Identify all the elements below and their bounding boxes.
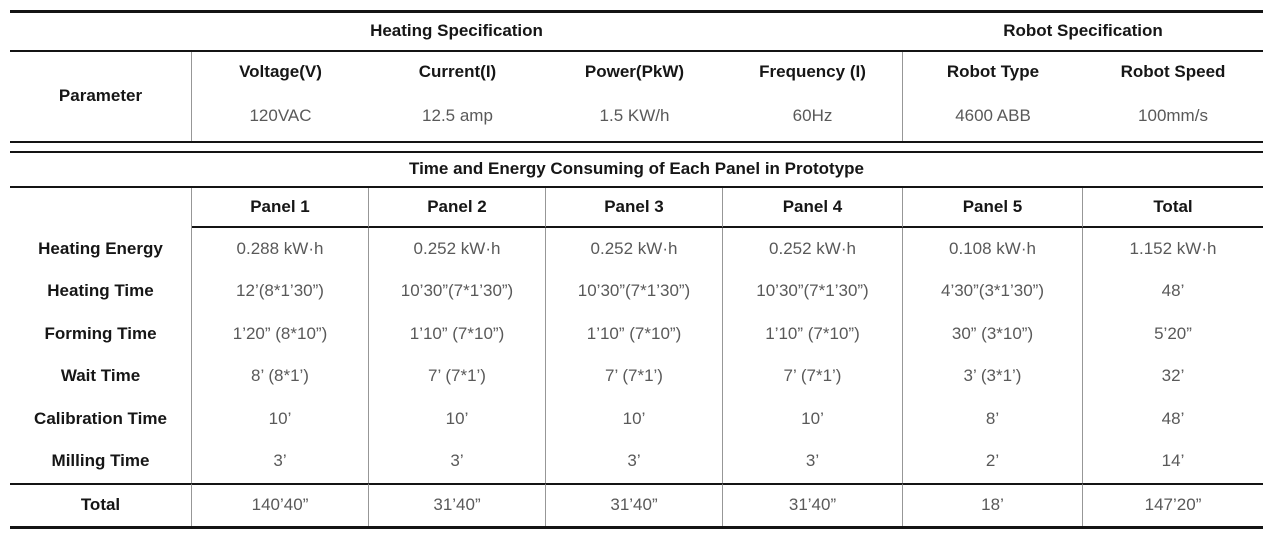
spec-header-robot-type: Robot Type [946, 61, 1040, 81]
robot-spec-title: Robot Specification [903, 13, 1263, 52]
spec-value-voltage: 120VAC [249, 106, 312, 126]
data-cell: 10’30”(7*1’30”) [546, 270, 723, 313]
data-cell: 1’10” (7*10”) [546, 313, 723, 356]
parameter-row-label: Parameter [10, 52, 192, 141]
data-cell: 30” (3*10”) [903, 313, 1083, 356]
spec-header-voltage: Voltage(V) [239, 61, 322, 81]
total-cell: 31’40” [369, 483, 546, 526]
total-cell: 147’20” [1083, 483, 1263, 526]
data-cell: 0.252 kW·h [723, 228, 903, 271]
data-cell: 0.252 kW·h [369, 228, 546, 271]
panel-table: Time and Energy Consuming of Each Panel … [10, 151, 1263, 529]
spec-value-robot-speed: 100mm/s [1138, 106, 1208, 126]
panel-header-spacer [10, 188, 192, 228]
data-cell: 48’ [1161, 408, 1185, 428]
data-cell: 14’ [1161, 451, 1185, 471]
spec-value-frequency: 60Hz [723, 92, 903, 141]
data-cell: 10’ [369, 398, 546, 441]
spec-table: Heating Specification Robot Specificatio… [10, 10, 1263, 143]
column-header-panel-5: Panel 5 [903, 188, 1083, 228]
data-cell: 3’ [192, 440, 369, 483]
paper-table-figure: Heating Specification Robot Specificatio… [10, 10, 1263, 529]
data-cell: 32’ [1161, 366, 1185, 386]
data-cell: 7’ (7*1’) [723, 355, 903, 398]
data-cell: 0.288 kW·h [192, 228, 369, 271]
row-label-heating-time: Heating Time [10, 270, 192, 313]
column-header-panel-3: Panel 3 [546, 188, 723, 228]
panel-table-title: Time and Energy Consuming of Each Panel … [10, 153, 1263, 188]
data-cell: 0.108 kW·h [903, 228, 1083, 271]
data-cell: 1’10” (7*10”) [723, 313, 903, 356]
spec-header-frequency: Frequency (I) [723, 52, 903, 92]
row-label-forming-time: Forming Time [10, 313, 192, 356]
row-label-total: Total [10, 483, 192, 526]
spec-value-robot-type: 4600 ABB [955, 106, 1031, 126]
data-cell: 12’(8*1’30”) [192, 270, 369, 313]
column-header-panel-2: Panel 2 [369, 188, 546, 228]
data-cell: 4’30”(3*1’30”) [903, 270, 1083, 313]
data-cell: 10’ [723, 398, 903, 441]
data-cell: 10’30”(7*1’30”) [369, 270, 546, 313]
data-cell: 2’ [903, 440, 1083, 483]
row-label-wait-time: Wait Time [10, 355, 192, 398]
data-cell: 3’ [723, 440, 903, 483]
column-header-panel-1: Panel 1 [192, 188, 369, 228]
data-cell: 10’30”(7*1’30”) [723, 270, 903, 313]
data-cell: 7’ (7*1’) [369, 355, 546, 398]
total-cell: 140’40” [192, 483, 369, 526]
data-cell: 1’20” (8*10”) [192, 313, 369, 356]
heating-spec-title: Heating Specification [10, 13, 903, 52]
data-cell: 8’ [903, 398, 1083, 441]
data-cell: 5’20” [1154, 323, 1192, 343]
data-cell: 3’ (3*1’) [903, 355, 1083, 398]
data-cell: 8’ (8*1’) [192, 355, 369, 398]
data-cell: 7’ (7*1’) [546, 355, 723, 398]
data-cell: 10’ [546, 398, 723, 441]
spec-value-power: 1.5 KW/h [599, 106, 670, 126]
total-cell: 31’40” [723, 483, 903, 526]
data-cell: 48’ [1161, 281, 1185, 301]
spec-header-robot-speed: Robot Speed [1120, 61, 1226, 81]
row-label-calibration-time: Calibration Time [10, 398, 192, 441]
data-cell: 3’ [369, 440, 546, 483]
row-label-milling-time: Milling Time [10, 440, 192, 483]
spec-header-current: Current(I) [418, 61, 497, 81]
data-cell: 1.152 kW·h [1129, 238, 1217, 258]
spec-value-current: 12.5 amp [422, 106, 493, 126]
data-cell: 3’ [546, 440, 723, 483]
column-header-panel-4: Panel 4 [723, 188, 903, 228]
spec-header-power: Power(PkW) [584, 61, 685, 81]
total-cell: 18’ [903, 483, 1083, 526]
total-cell: 31’40” [546, 483, 723, 526]
column-header-total: Total [1083, 188, 1263, 228]
data-cell: 0.252 kW·h [546, 228, 723, 271]
data-cell: 10’ [192, 398, 369, 441]
data-cell: 1’10” (7*10”) [369, 313, 546, 356]
row-label-heating-energy: Heating Energy [10, 228, 192, 271]
